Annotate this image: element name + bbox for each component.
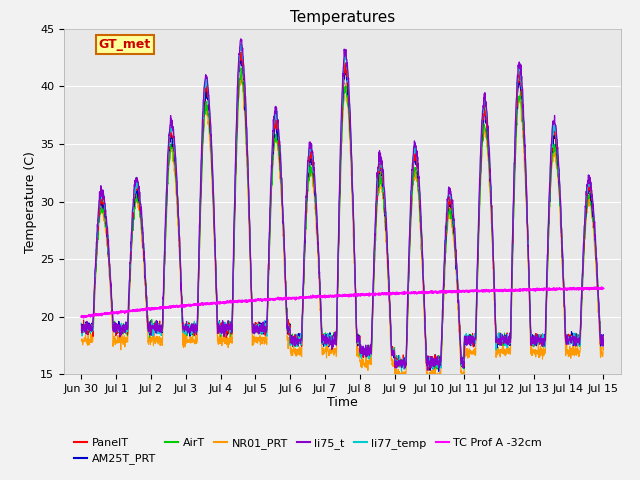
Line: PanelT: PanelT bbox=[81, 52, 604, 371]
PanelT bbox=[77, 324, 85, 330]
TC Prof A -32cm bbox=[80, 315, 88, 321]
TC Prof A -32cm bbox=[568, 286, 576, 291]
PanelT bbox=[358, 350, 365, 356]
NR01_PRT bbox=[369, 311, 376, 317]
NR01_PRT bbox=[77, 338, 85, 344]
AM25T_PRT bbox=[600, 332, 607, 337]
AM25T_PRT bbox=[77, 327, 85, 333]
AirT bbox=[554, 165, 561, 171]
NR01_PRT bbox=[427, 378, 435, 384]
Y-axis label: Temperature (C): Temperature (C) bbox=[24, 151, 37, 252]
NR01_PRT bbox=[223, 336, 231, 342]
Legend: PanelT, AM25T_PRT, AirT, NR01_PRT, li75_t, li77_temp, TC Prof A -32cm: PanelT, AM25T_PRT, AirT, NR01_PRT, li75_… bbox=[70, 433, 547, 469]
AM25T_PRT bbox=[435, 369, 443, 374]
AM25T_PRT bbox=[223, 322, 231, 327]
PanelT bbox=[494, 339, 502, 345]
li77_temp bbox=[568, 334, 576, 339]
li77_temp bbox=[494, 330, 502, 336]
AM25T_PRT bbox=[369, 295, 376, 301]
TC Prof A -32cm bbox=[600, 286, 607, 291]
AirT bbox=[237, 65, 245, 71]
li77_temp bbox=[77, 321, 85, 326]
PanelT bbox=[424, 368, 432, 373]
Line: NR01_PRT: NR01_PRT bbox=[81, 76, 604, 381]
li75_t bbox=[369, 295, 376, 300]
li75_t bbox=[494, 338, 502, 344]
PanelT bbox=[554, 155, 561, 160]
li75_t bbox=[424, 367, 431, 373]
li77_temp bbox=[397, 368, 405, 374]
AM25T_PRT bbox=[554, 163, 561, 168]
li77_temp bbox=[554, 151, 561, 157]
AirT bbox=[600, 339, 607, 345]
AirT bbox=[568, 336, 576, 342]
Line: AM25T_PRT: AM25T_PRT bbox=[81, 60, 604, 372]
li75_t bbox=[237, 36, 244, 42]
TC Prof A -32cm bbox=[598, 284, 605, 290]
Line: li75_t: li75_t bbox=[81, 39, 604, 370]
NR01_PRT bbox=[568, 352, 576, 358]
li77_temp bbox=[237, 41, 245, 47]
li77_temp bbox=[223, 328, 231, 334]
li77_temp bbox=[369, 302, 376, 308]
X-axis label: Time: Time bbox=[327, 396, 358, 408]
AirT bbox=[223, 324, 231, 330]
li75_t bbox=[358, 345, 365, 351]
NR01_PRT bbox=[554, 175, 561, 181]
Title: Temperatures: Temperatures bbox=[290, 10, 395, 25]
li77_temp bbox=[600, 338, 607, 344]
li75_t bbox=[600, 337, 607, 343]
AirT bbox=[358, 354, 365, 360]
NR01_PRT bbox=[358, 359, 365, 364]
AirT bbox=[77, 321, 85, 327]
AM25T_PRT bbox=[494, 340, 502, 346]
TC Prof A -32cm bbox=[369, 291, 376, 297]
li75_t bbox=[77, 322, 85, 327]
li75_t bbox=[554, 144, 561, 150]
TC Prof A -32cm bbox=[223, 299, 231, 304]
PanelT bbox=[237, 49, 245, 55]
Line: AirT: AirT bbox=[81, 68, 604, 369]
NR01_PRT bbox=[237, 73, 245, 79]
Line: TC Prof A -32cm: TC Prof A -32cm bbox=[81, 287, 604, 318]
Text: GT_met: GT_met bbox=[99, 38, 151, 51]
PanelT bbox=[600, 334, 607, 340]
PanelT bbox=[369, 303, 376, 309]
AirT bbox=[369, 311, 376, 317]
AM25T_PRT bbox=[358, 348, 365, 354]
AirT bbox=[433, 366, 441, 372]
AM25T_PRT bbox=[237, 57, 244, 63]
TC Prof A -32cm bbox=[494, 287, 502, 293]
NR01_PRT bbox=[494, 344, 502, 350]
li75_t bbox=[223, 324, 231, 330]
TC Prof A -32cm bbox=[77, 314, 85, 320]
TC Prof A -32cm bbox=[554, 286, 561, 291]
TC Prof A -32cm bbox=[358, 291, 365, 297]
NR01_PRT bbox=[600, 347, 607, 352]
li77_temp bbox=[358, 355, 365, 361]
AM25T_PRT bbox=[568, 337, 576, 343]
PanelT bbox=[568, 340, 576, 346]
li75_t bbox=[568, 334, 576, 340]
Line: li77_temp: li77_temp bbox=[81, 44, 604, 371]
PanelT bbox=[223, 327, 231, 333]
AirT bbox=[494, 338, 502, 344]
